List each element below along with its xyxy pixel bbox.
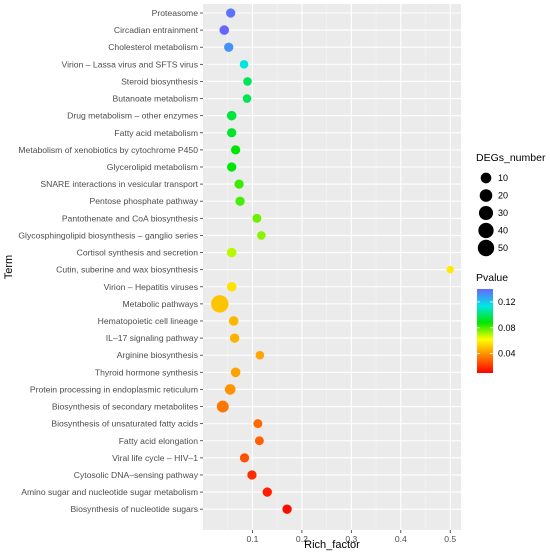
size-legend-label: 40 xyxy=(498,226,508,236)
data-point xyxy=(234,179,244,189)
data-point xyxy=(282,504,292,514)
data-point xyxy=(227,162,237,172)
y-tick-label: Virion – Lassa virus and SFTS virus xyxy=(62,59,198,69)
data-point xyxy=(216,400,229,413)
size-legend: DEGs_number 10 20 30 40 50 xyxy=(476,152,546,257)
y-tick-label: Pentose phosphate pathway xyxy=(90,196,199,206)
data-point xyxy=(226,8,236,18)
y-tick-label: Biosynthesis of nucleotide sugars xyxy=(70,504,198,514)
y-tick-label: Pantothenate and CoA biosynthesis xyxy=(62,213,198,223)
y-tick-label: Thyroid hormone synthesis xyxy=(95,367,198,377)
y-tick-label: Protein processing in endoplasmic reticu… xyxy=(30,384,198,394)
y-tick-label: Cholesterol metabolism xyxy=(108,42,198,52)
size-legend-title: DEGs_number xyxy=(476,152,546,164)
grid-lines xyxy=(203,4,461,530)
y-tick-label: Cytosolic DNA–sensing pathway xyxy=(74,470,199,480)
plot-panel xyxy=(203,4,461,530)
y-axis: Proteasome Circadian entrainment Cholester… xyxy=(18,8,203,514)
data-point xyxy=(253,419,263,429)
y-tick-label: Drug metabolism – other enzymes xyxy=(67,111,198,121)
color-legend-label: 0.08 xyxy=(498,323,516,333)
y-tick-label: Proteasome xyxy=(152,8,199,18)
data-point xyxy=(230,145,241,155)
x-tick-label: 0.4 xyxy=(395,534,407,544)
data-point xyxy=(227,128,237,138)
color-bar xyxy=(477,289,493,373)
color-legend-title: Pvalue xyxy=(476,272,508,284)
data-point xyxy=(219,25,230,35)
data-point xyxy=(242,94,252,103)
color-legend: Pvalue 0.04 0.08 0.12 xyxy=(476,272,516,373)
y-tick-label: Hematopoietic cell lineage xyxy=(98,316,199,326)
x-axis: 0.1 0.2 0.3 0.4 0.5 xyxy=(246,530,456,544)
y-tick-label: Arginine biosynthesis xyxy=(117,350,198,360)
data-point xyxy=(224,42,234,52)
x-tick-label: 0.1 xyxy=(246,534,258,544)
x-axis-title: Rich_factor xyxy=(304,539,360,551)
color-legend-label: 0.04 xyxy=(498,349,516,359)
data-point xyxy=(230,367,241,378)
data-points xyxy=(211,8,454,514)
y-tick-label: Biosynthesis of secondary metabolites xyxy=(52,402,198,412)
size-legend-key xyxy=(478,205,494,221)
data-point xyxy=(262,487,272,497)
data-point xyxy=(226,247,237,258)
y-tick-label: Cortisol synthesis and secretion xyxy=(77,248,199,258)
data-point xyxy=(239,453,250,463)
y-tick-label: Virion – Hepatitis viruses xyxy=(104,282,198,292)
data-point xyxy=(247,470,257,480)
size-legend-key xyxy=(478,222,494,239)
y-tick-label: Amino sugar and nucleotide sugar metabol… xyxy=(21,487,198,497)
y-tick-label: Glycerolipid metabolism xyxy=(107,162,198,172)
data-point xyxy=(239,60,249,69)
x-tick-label: 0.5 xyxy=(444,534,456,544)
data-point xyxy=(211,295,229,313)
y-tick-label: SNARE interactions in vesicular transpor… xyxy=(40,179,198,189)
size-legend-key xyxy=(477,239,495,257)
data-point xyxy=(230,333,240,343)
data-point xyxy=(254,436,264,446)
size-legend-label: 50 xyxy=(498,243,508,253)
y-tick-label: Circadian entrainment xyxy=(114,25,199,35)
y-tick-label: Metabolic pathways xyxy=(123,299,198,309)
y-tick-label: Glycosphingolipid biosynthesis – ganglio… xyxy=(18,230,198,240)
y-tick-label: Viral life cycle – HIV–1 xyxy=(112,453,198,463)
x-tick-label: 0.3 xyxy=(345,534,357,544)
data-point xyxy=(235,196,245,206)
y-tick-label: IL–17 signaling pathway xyxy=(106,333,199,343)
size-legend-label: 30 xyxy=(498,208,508,218)
data-point xyxy=(243,77,252,86)
size-legend-key xyxy=(480,172,492,184)
data-point xyxy=(257,231,266,240)
data-point xyxy=(252,213,262,223)
data-point xyxy=(224,384,236,395)
size-legend-key xyxy=(479,189,493,202)
y-tick-label: Metabolism of xenobiotics by cytochrome … xyxy=(18,145,198,155)
y-tick-label: Fatty acid elongation xyxy=(119,436,199,446)
y-tick-label: Cutin, suberine and wax biosynthesis xyxy=(56,265,198,275)
data-point xyxy=(226,281,237,292)
size-legend-label: 10 xyxy=(498,173,508,183)
x-tick-label: 0.2 xyxy=(296,534,308,544)
data-point xyxy=(446,265,454,274)
y-tick-label: Biosynthesis of unsaturated fatty acids xyxy=(51,419,198,429)
data-point xyxy=(226,110,237,121)
y-tick-label: Steroid biosynthesis xyxy=(121,76,198,86)
color-legend-label: 0.12 xyxy=(498,297,516,307)
y-tick-label: Butanoate metabolism xyxy=(112,94,198,104)
y-tick-label: Fatty acid metabolism xyxy=(114,128,198,138)
data-point xyxy=(228,316,239,326)
y-axis-title: Term xyxy=(3,255,15,279)
data-point xyxy=(255,350,265,360)
size-legend-label: 20 xyxy=(498,191,508,201)
